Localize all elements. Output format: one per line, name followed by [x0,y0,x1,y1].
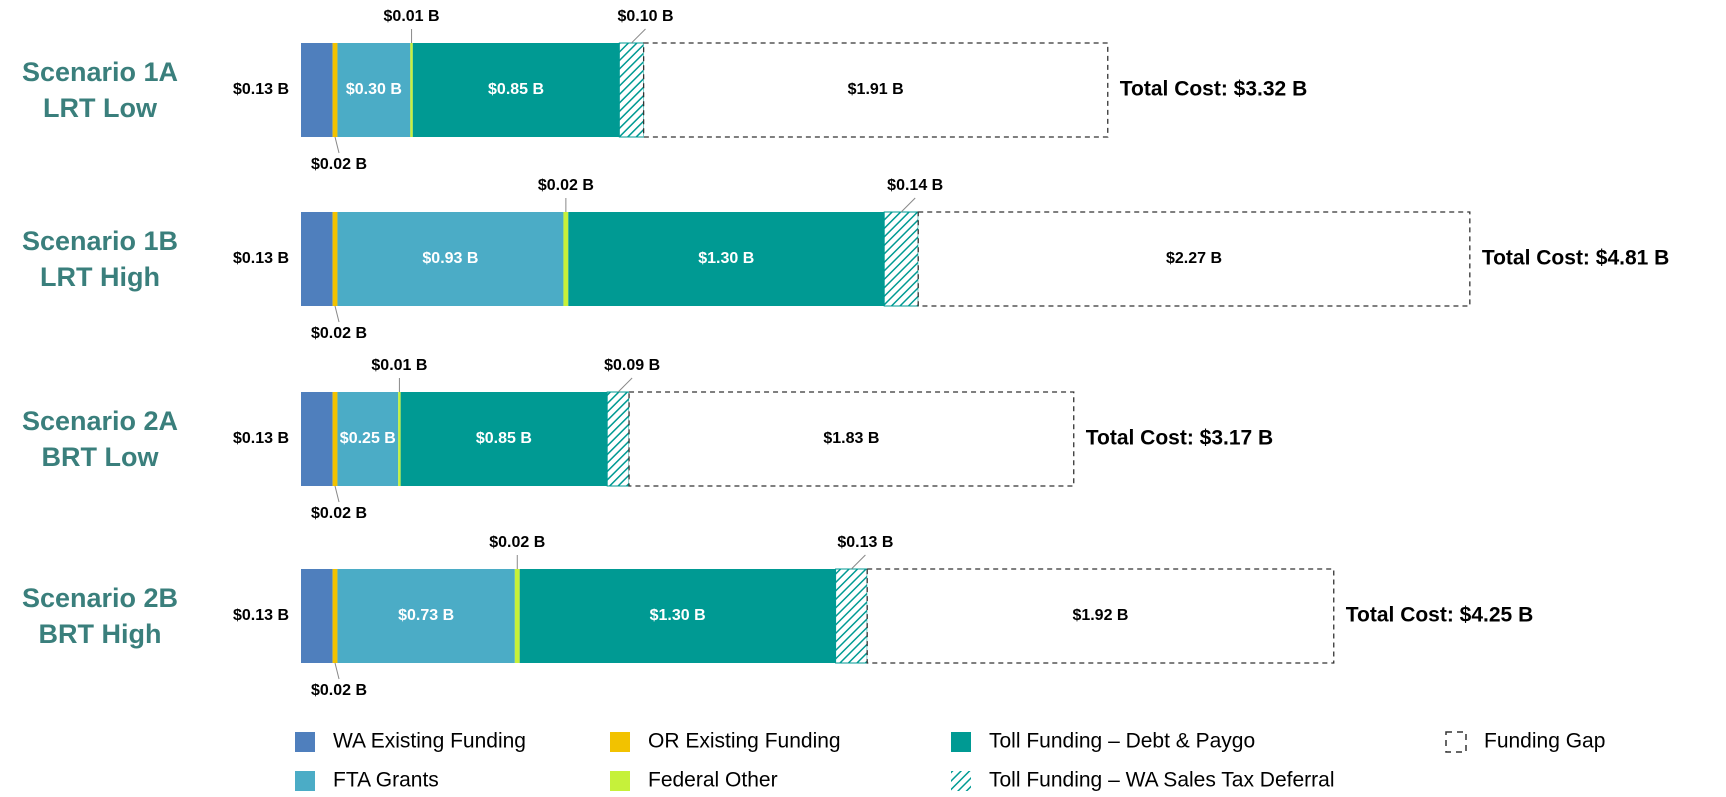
value-label: $1.30 B [698,250,754,267]
legend-label: Toll Funding – WA Sales Tax Deferral [989,769,1335,792]
value-label: $1.92 B [1072,607,1128,624]
value-label: $1.91 B [848,81,904,98]
bar-segment [337,43,411,137]
value-label: $0.02 B [311,325,367,342]
category-label: LRT Low [43,93,158,123]
value-label: $0.85 B [476,430,532,447]
value-label: $0.13 B [233,430,289,447]
value-label: $0.01 B [371,357,427,374]
category-label: Scenario 2B [22,583,178,613]
value-label: $1.83 B [823,430,879,447]
category-label: Scenario 1A [22,57,178,87]
leader-line [334,136,340,154]
value-label: $0.13 B [837,534,893,551]
bar-segment [301,569,333,663]
bar-segment [332,212,338,306]
total-label: Total Cost: $3.32 B [1120,78,1307,101]
value-label: $0.30 B [346,81,402,98]
value-label: $0.02 B [311,682,367,699]
bar-segment [519,569,836,663]
value-label: $0.01 B [384,8,440,25]
bar-segment [332,392,338,486]
value-label: $2.27 B [1166,250,1222,267]
legend-label: Federal Other [648,769,778,792]
leader-line [334,485,340,503]
value-label: $1.30 B [650,607,706,624]
value-label: $0.13 B [233,607,289,624]
category-label: BRT High [39,619,162,649]
value-label: $0.13 B [233,81,289,98]
total-label: Total Cost: $3.17 B [1086,427,1273,450]
value-label: $0.14 B [887,177,943,194]
value-label: $0.93 B [422,250,478,267]
bar-segment [917,211,1471,307]
value-label: $0.25 B [340,430,396,447]
legend-swatch [951,732,971,752]
bar-segment [563,212,569,306]
leader-line [617,377,633,393]
legend-swatch [610,771,630,791]
bar-segment [606,391,630,487]
bar-segment [568,212,885,306]
value-label: $0.02 B [489,534,545,551]
bar-segment [337,212,564,306]
legend-swatch [295,771,315,791]
value-label: $0.02 B [311,156,367,173]
value-label: $0.09 B [604,357,660,374]
bar-segment [412,43,620,137]
leader-line [851,554,866,570]
legend-swatch [610,732,630,752]
bar-segment [628,391,1075,487]
legend-label: Toll Funding – Debt & Paygo [989,730,1255,753]
bar-segment [883,211,919,307]
value-label: $0.13 B [233,250,289,267]
bar-segment [332,43,338,137]
bar-segment [398,392,401,486]
bar-segment [835,568,868,664]
legend-swatch [1445,731,1467,753]
total-label: Total Cost: $4.25 B [1346,604,1533,627]
legend-label: FTA Grants [333,769,439,792]
leader-line [334,305,340,323]
bar-segment [400,392,608,486]
leader-line [631,28,646,44]
bar-segment [866,568,1335,664]
leader-line [900,197,916,213]
category-label: BRT Low [42,442,160,472]
value-label: $0.02 B [311,505,367,522]
value-label: $0.85 B [488,81,544,98]
legend-swatch [295,732,315,752]
bar-segment [514,569,520,663]
bar-segment [301,212,333,306]
leader-line [334,662,340,680]
category-label: Scenario 2A [22,406,178,436]
value-label: $0.10 B [617,8,673,25]
bar-segment [337,392,399,486]
bar-segment [332,569,338,663]
legend-swatch [951,771,971,791]
total-label: Total Cost: $4.81 B [1482,247,1669,270]
category-label: Scenario 1B [22,226,178,256]
value-label: $0.73 B [398,607,454,624]
bar-segment [410,43,413,137]
bar-segment [337,569,515,663]
legend-label: OR Existing Funding [648,730,841,753]
legend-label: Funding Gap [1484,730,1605,753]
bar-segment [618,42,645,138]
bar-segment [301,43,333,137]
legend-label: WA Existing Funding [333,730,526,753]
value-label: $0.02 B [538,177,594,194]
bar-segment [301,392,333,486]
category-label: LRT High [40,262,160,292]
bar-segment [642,42,1109,138]
